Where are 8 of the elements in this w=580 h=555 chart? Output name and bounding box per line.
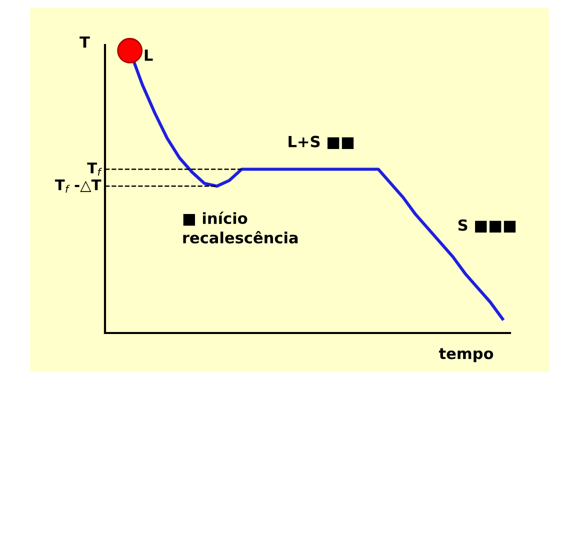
annotation: S ■■■ — [458, 219, 516, 233]
ref-line-label: T$_{f}$ — [87, 162, 102, 176]
ref-line-label: T$_{f}$ -△T — [54, 180, 102, 193]
y-axis-title: T — [80, 36, 90, 48]
annotation: L — [144, 50, 153, 61]
annotation: ■ início recalescência — [183, 212, 298, 244]
x-axis-title: tempo — [438, 348, 494, 362]
annotation: L+S ■■ — [288, 136, 354, 150]
